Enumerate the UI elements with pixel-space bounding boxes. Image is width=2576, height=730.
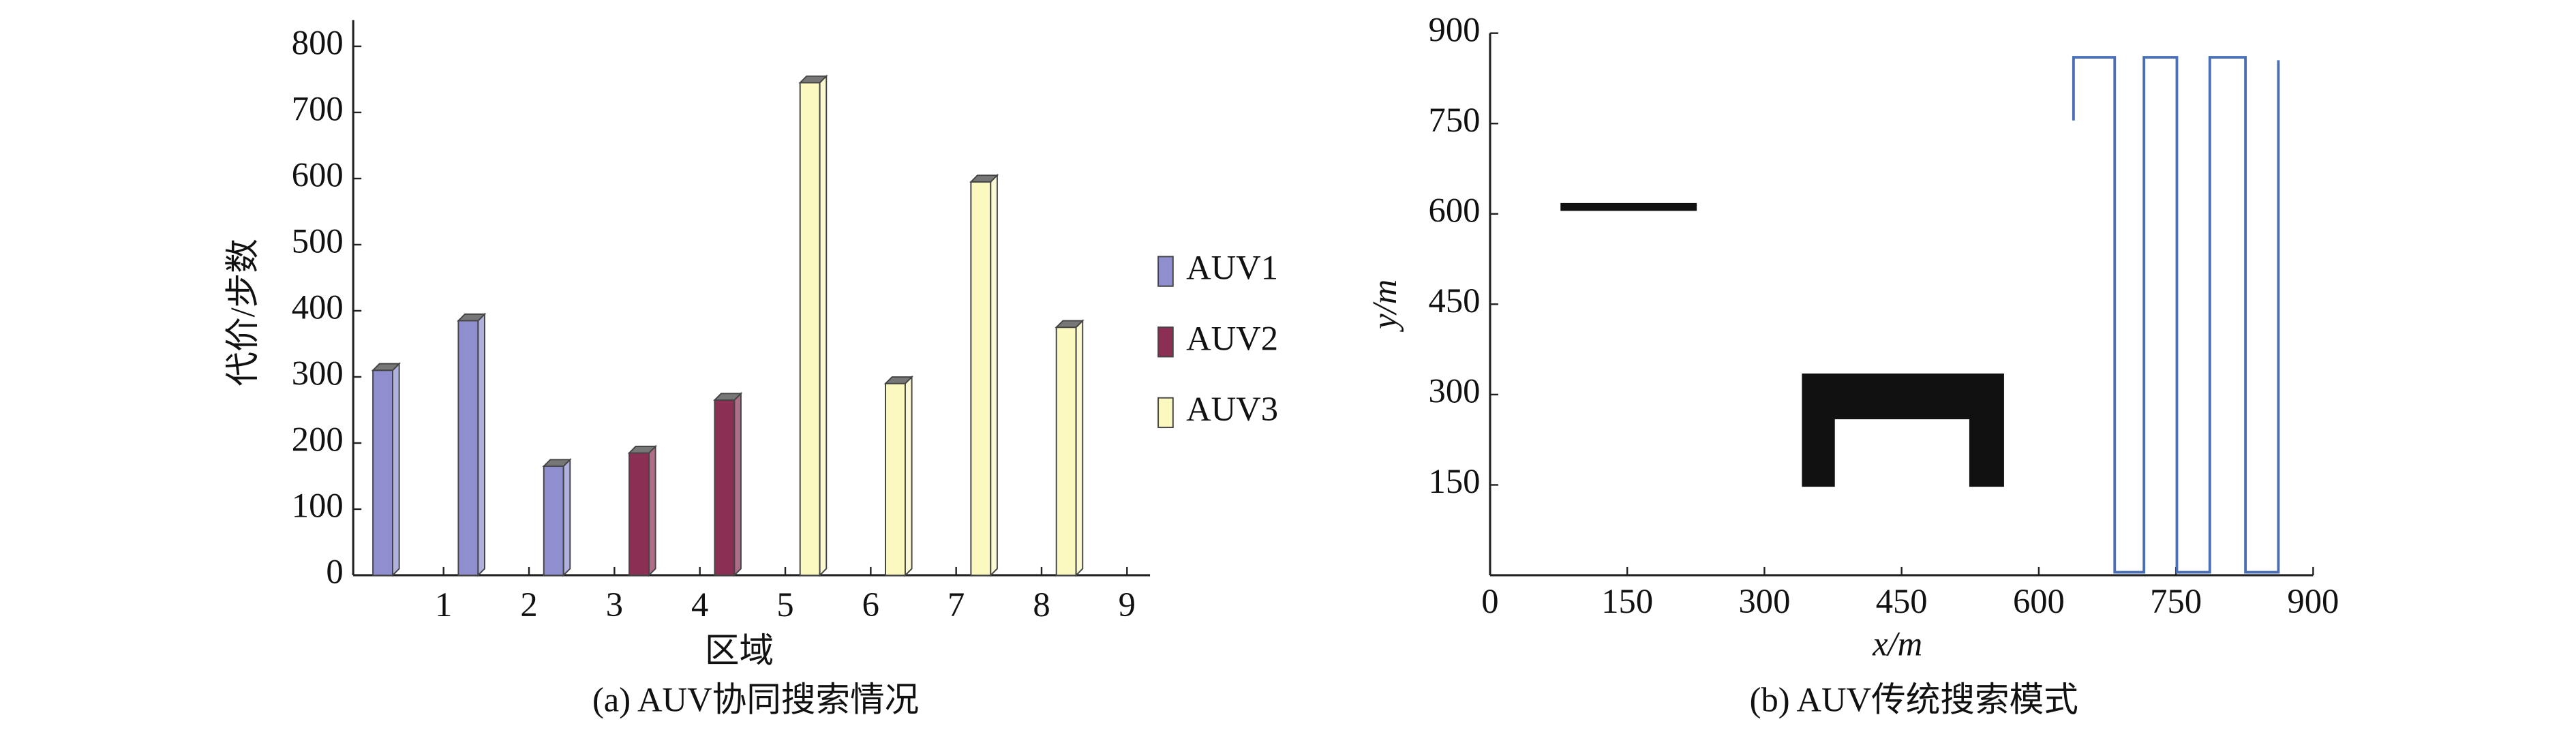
bar-top <box>969 174 999 183</box>
x-tick-label: 8 <box>1033 585 1050 624</box>
y-tick-label: 600 <box>292 156 344 194</box>
bar-top <box>627 445 657 454</box>
obstacle <box>1560 202 1697 211</box>
x-tick-label: 0 <box>1481 582 1498 620</box>
x-tick-label: 600 <box>2013 582 2065 620</box>
y-tick-label: 500 <box>292 222 344 260</box>
x-tick-label: 3 <box>606 585 623 624</box>
bar <box>970 181 992 576</box>
y-axis-label: y/m <box>1365 279 1404 333</box>
bar-side <box>733 391 742 577</box>
bar-side <box>392 362 400 577</box>
bar <box>885 382 906 576</box>
legend-label: AUV1 <box>1186 249 1278 287</box>
bar-side <box>648 444 656 577</box>
x-tick-label: 900 <box>2287 582 2339 620</box>
x-tick-label: 5 <box>776 585 793 624</box>
bar-side <box>819 74 828 577</box>
x-tick-label: 6 <box>862 585 879 624</box>
y-tick-label: 200 <box>292 421 344 459</box>
bar <box>1055 326 1077 576</box>
x-tick-label: 750 <box>2150 582 2202 620</box>
x-tick-label: 2 <box>520 585 537 624</box>
bar-top <box>457 313 487 322</box>
bar-top <box>542 459 572 467</box>
y-tick-label: 400 <box>292 288 344 326</box>
bar-side <box>562 457 571 577</box>
caption: (a) AUV协同搜索情况 <box>592 681 919 719</box>
bar-top <box>798 75 828 84</box>
bar-top <box>1055 320 1085 329</box>
x-tick-label: 150 <box>1601 582 1653 620</box>
y-tick-label: 450 <box>1429 282 1481 320</box>
legend-swatch <box>1157 256 1174 287</box>
legend-label: AUV3 <box>1186 390 1278 428</box>
y-tick-label: 300 <box>292 354 344 393</box>
caption: (b) AUV传统搜索模式 <box>1750 681 2078 719</box>
x-tick-label: 9 <box>1119 585 1136 624</box>
bar-top <box>713 393 743 401</box>
bar <box>543 465 564 576</box>
search-path <box>2072 56 2280 574</box>
bar <box>372 369 393 576</box>
bar-side <box>904 375 913 577</box>
bar-top <box>371 363 401 371</box>
y-tick-label: 300 <box>1429 371 1481 410</box>
x-tick-label: 450 <box>1876 582 1928 620</box>
y-axis-label: 代价/步数 <box>224 239 262 386</box>
x-tick-label: 4 <box>691 585 708 624</box>
bar-side <box>1075 319 1084 577</box>
bar <box>457 320 479 576</box>
legend-swatch <box>1157 326 1174 358</box>
bar <box>628 452 650 576</box>
bar-side <box>990 173 998 577</box>
legend-swatch <box>1157 397 1174 429</box>
y-tick-label: 900 <box>1429 10 1481 48</box>
y-tick-label: 700 <box>292 90 344 128</box>
bar-top <box>883 376 913 384</box>
x-tick-label: 7 <box>948 585 965 624</box>
bar <box>714 399 736 576</box>
obstacle <box>1802 373 2004 487</box>
x-axis-label: 区域 <box>705 631 774 669</box>
bar <box>799 82 821 576</box>
y-tick-label: 750 <box>1429 101 1481 139</box>
y-tick-label: 150 <box>1429 462 1481 500</box>
y-tick-label: 0 <box>326 553 343 591</box>
x-axis-label: x/m <box>1872 625 1922 663</box>
legend-label: AUV2 <box>1186 319 1278 357</box>
y-tick-label: 600 <box>1429 191 1481 229</box>
x-tick-label: 1 <box>435 585 452 624</box>
x-tick-label: 300 <box>1738 582 1790 620</box>
y-tick-label: 800 <box>292 24 344 62</box>
bar-side <box>477 312 485 577</box>
y-tick-label: 100 <box>292 487 344 525</box>
